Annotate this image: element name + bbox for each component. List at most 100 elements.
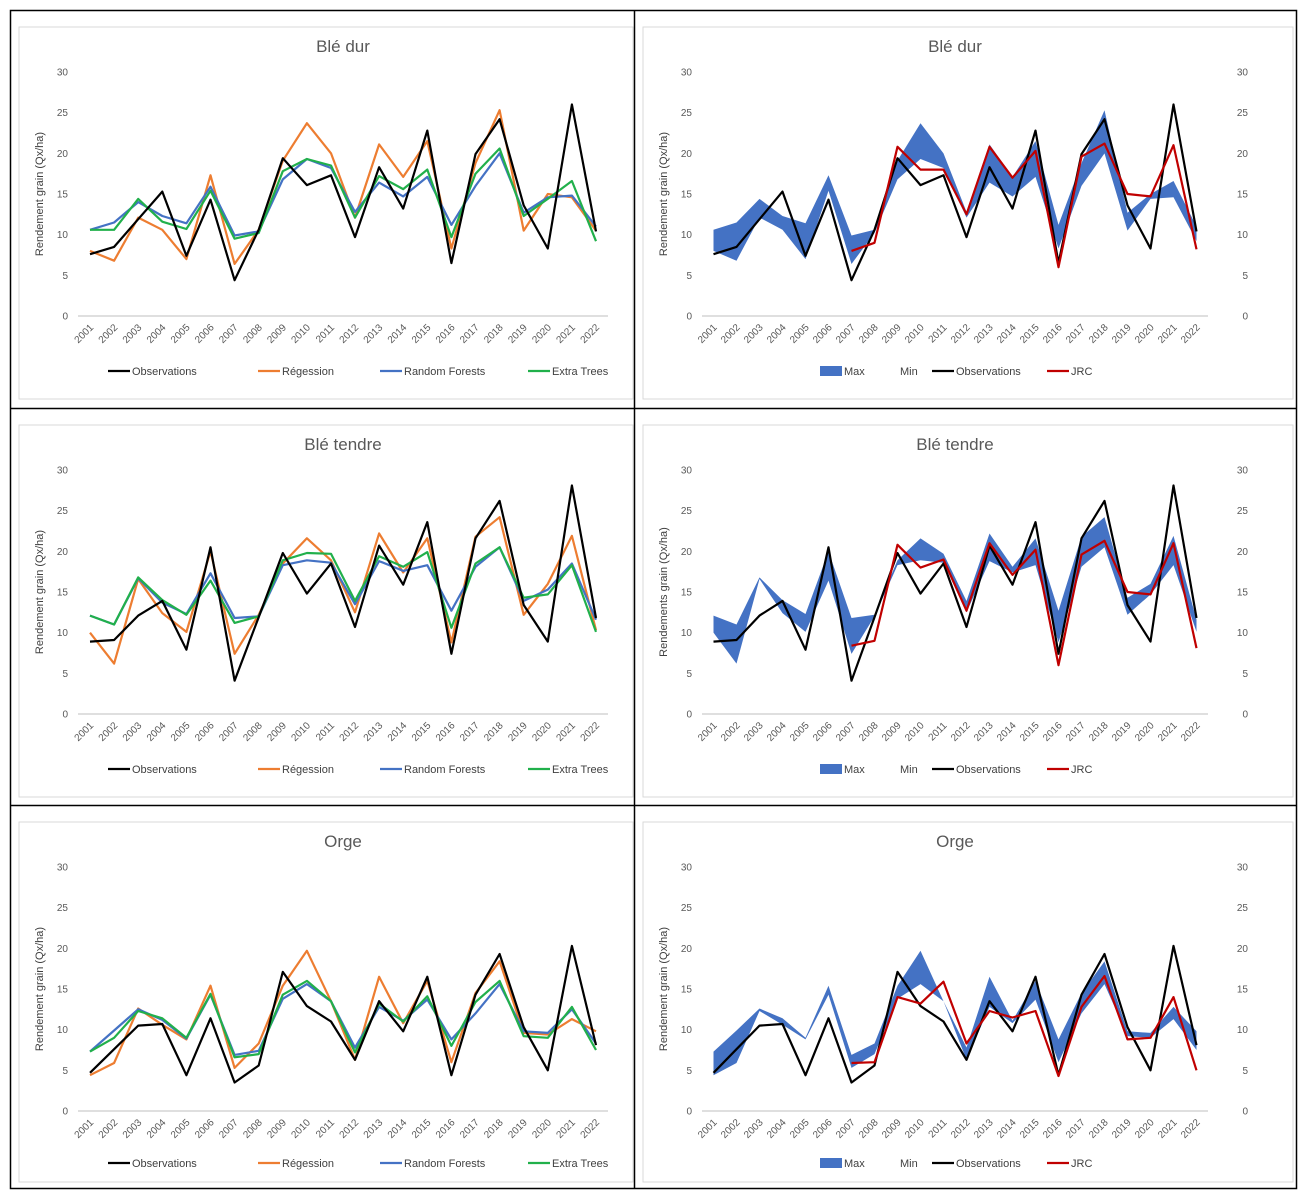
legend-label: Observations: [956, 366, 1021, 378]
y2-tick-label: 25: [1237, 506, 1249, 517]
chart-4: Blé tendre Rendements grain (Qx/ha) 0 0 5 5 10…: [642, 424, 1294, 798]
legend-item: Extra Trees: [528, 764, 609, 776]
y-tick-label: 15: [57, 190, 69, 201]
legend-label: Observations: [956, 764, 1021, 776]
chart-1: Blé dur Rendement grain (Qx/ha) 0 5 10 15 20 25…: [18, 26, 634, 400]
y-tick-label: 0: [62, 1107, 68, 1118]
series-line-jrc: [851, 539, 1198, 667]
chart-title: Orge: [324, 832, 362, 851]
y-tick-label: 15: [57, 985, 69, 996]
y-tick-label: 20: [57, 944, 69, 955]
legend-label: Régession: [282, 1158, 334, 1170]
y-tick-label: 0: [686, 312, 692, 323]
y2-tick-label: 25: [1237, 903, 1249, 914]
y-tick-label: 0: [686, 1107, 692, 1118]
y-tick-label: 10: [57, 628, 69, 639]
y-tick-label: 10: [681, 230, 693, 241]
legend-item: Max: [820, 1158, 865, 1170]
y-tick-label: 15: [681, 190, 693, 201]
legend-item: Observations: [108, 1158, 197, 1170]
y2-tick-label: 30: [1237, 68, 1249, 79]
chart-title: Blé dur: [316, 37, 370, 56]
legend-item: Régession: [258, 764, 334, 776]
series-line-observations: [713, 484, 1198, 682]
y-tick-label: 25: [681, 108, 693, 119]
y2-tick-label: 25: [1237, 108, 1249, 119]
legend-item: Min: [900, 1158, 918, 1170]
legend-label: Random Forests: [404, 764, 486, 776]
legend-label: Observations: [132, 1158, 197, 1170]
legend-item: Max: [820, 764, 865, 776]
legend-item: Min: [900, 764, 918, 776]
y-tick-label: 5: [686, 1066, 692, 1077]
chart-title: Blé tendre: [304, 435, 382, 454]
series-line-observations: [712, 944, 1198, 1084]
series-line-observations: [89, 944, 598, 1084]
chart-frame: [642, 424, 1294, 798]
legend-label: Max: [844, 764, 865, 776]
chart-frame: [18, 26, 634, 400]
legend-item: Random Forests: [380, 366, 486, 378]
y-tick-label: 5: [62, 669, 68, 680]
legend-item: Observations: [932, 764, 1021, 776]
y-tick-label: 15: [681, 588, 693, 599]
y-tick-label: 25: [681, 903, 693, 914]
y-tick-label: 20: [681, 944, 693, 955]
y2-tick-label: 10: [1237, 628, 1249, 639]
chart-frame: [642, 821, 1294, 1183]
legend-item: JRC: [1047, 1158, 1092, 1170]
y-tick-label: 25: [57, 903, 69, 914]
chart-title: Blé dur: [928, 37, 982, 56]
legend-label: Min: [900, 366, 918, 378]
series-line-regression: [89, 949, 597, 1077]
series-line-observations: [89, 484, 598, 682]
y-tick-label: 25: [57, 506, 69, 517]
y-tick-label: 30: [681, 68, 693, 79]
y-tick-label: 5: [686, 669, 692, 680]
table-border: [9, 9, 1298, 1190]
y-axis-label: Rendement grain (Qx/ha): [658, 132, 670, 256]
series-line-observations: [713, 103, 1198, 282]
legend-item: Régession: [258, 1158, 334, 1170]
y2-tick-label: 0: [1242, 710, 1248, 721]
legend-item: Régession: [258, 366, 334, 378]
y-tick-label: 5: [686, 271, 692, 282]
y2-tick-label: 15: [1237, 985, 1249, 996]
y-tick-label: 0: [62, 710, 68, 721]
y-tick-label: 10: [681, 1025, 693, 1036]
legend-item: Observations: [108, 366, 197, 378]
legend-label: JRC: [1071, 366, 1092, 378]
y2-tick-label: 5: [1242, 669, 1248, 680]
y-tick-label: 20: [57, 547, 69, 558]
y2-tick-label: 30: [1237, 863, 1249, 874]
legend-label: Extra Trees: [552, 1158, 609, 1170]
chart-6: Orge Rendement grain (Qx/ha) 0 0 5 5 10 10 15 15 2…: [642, 821, 1294, 1183]
series-line-jrc: [851, 142, 1198, 269]
chart-title: Orge: [936, 832, 974, 851]
chart-title: Blé tendre: [916, 435, 994, 454]
y-tick-label: 0: [62, 312, 68, 323]
y-tick-label: 10: [57, 1025, 69, 1036]
y-tick-label: 25: [681, 506, 693, 517]
legend-label: Régession: [282, 764, 334, 776]
legend-swatch: [820, 764, 842, 774]
legend-label: JRC: [1071, 1158, 1092, 1170]
y-axis-label: Rendements grain (Qx/ha): [658, 527, 670, 657]
legend-label: JRC: [1071, 764, 1092, 776]
y-tick-label: 10: [57, 230, 69, 241]
legend-label: Min: [900, 764, 918, 776]
legend-label: Observations: [956, 1158, 1021, 1170]
legend-label: Extra Trees: [552, 366, 609, 378]
y-tick-label: 30: [681, 863, 693, 874]
series-line-jrc: [851, 974, 1198, 1078]
legend-label: Random Forests: [404, 1158, 486, 1170]
y-axis-label: Rendement grain (Qx/ha): [34, 530, 46, 654]
legend-item: Max: [820, 366, 865, 378]
y-tick-label: 15: [57, 588, 69, 599]
legend-swatch: [820, 1158, 842, 1168]
y2-tick-label: 15: [1237, 588, 1249, 599]
series-line-observations: [89, 103, 598, 282]
legend-item: JRC: [1047, 764, 1092, 776]
y-axis-label: Rendement grain (Qx/ha): [34, 132, 46, 256]
